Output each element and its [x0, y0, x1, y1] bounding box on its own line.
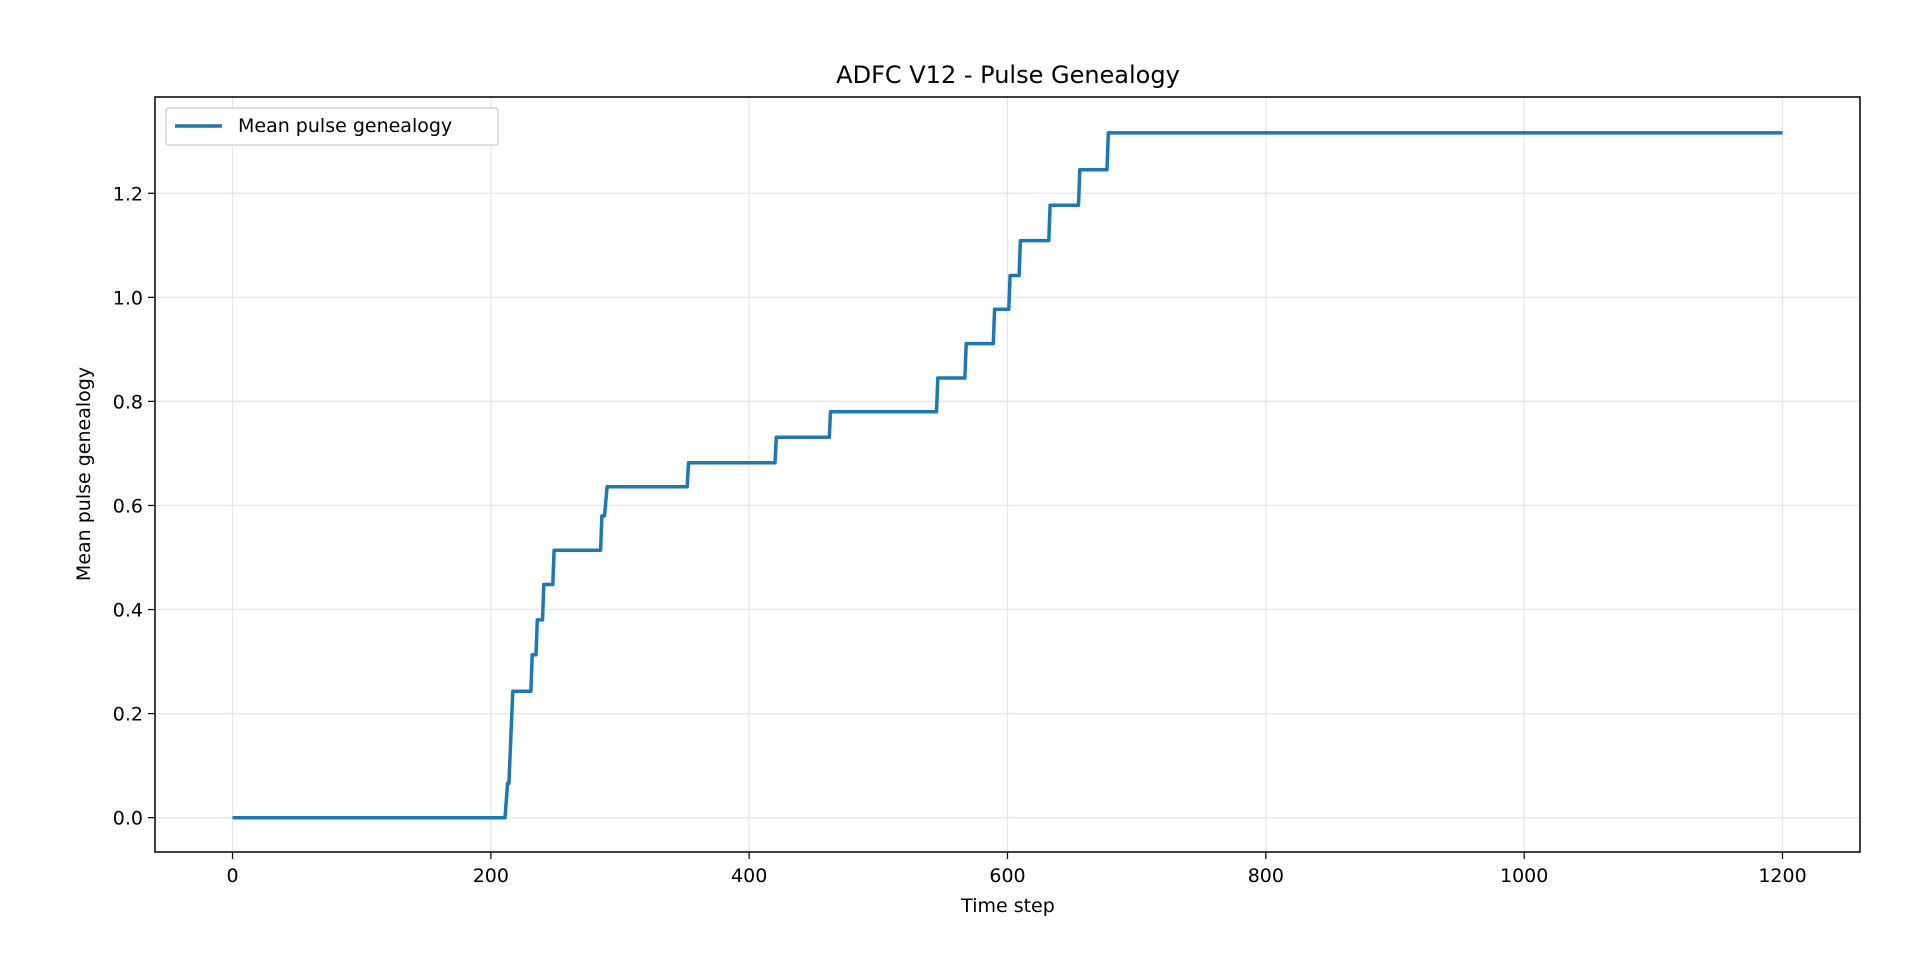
y-tick-label: 0.6	[113, 495, 143, 517]
x-axis-ticks: 0 200 400 600 800 1000 1200	[226, 852, 1807, 887]
chart-title: ADFC V12 - Pulse Genealogy	[836, 61, 1180, 89]
legend: Mean pulse genealogy	[165, 107, 499, 146]
x-tick-label: 1200	[1758, 865, 1806, 887]
y-axis-label: Mean pulse genealogy	[73, 367, 95, 581]
y-tick-label: 1.0	[113, 287, 143, 309]
y-tick-label: 0.2	[113, 704, 143, 726]
y-tick-label: 0.4	[113, 600, 143, 622]
x-tick-label: 400	[731, 865, 767, 887]
legend-frame	[165, 107, 499, 146]
series-line-mean-pulse-genealogy	[232, 131, 1783, 820]
y-tick-label: 1.2	[113, 183, 143, 205]
series-layer	[232, 131, 1783, 820]
legend-label: Mean pulse genealogy	[238, 115, 452, 137]
x-tick-label: 200	[473, 865, 509, 887]
x-axis-label: Time step	[960, 895, 1055, 917]
y-axis-ticks: 0.0 0.2 0.4 0.6 0.8 1.0 1.2	[113, 183, 155, 830]
x-tick-label: 0	[226, 865, 238, 887]
x-tick-label: 800	[1248, 865, 1284, 887]
y-tick-label: 0.8	[113, 391, 143, 413]
x-tick-label: 600	[989, 865, 1025, 887]
x-tick-label: 1000	[1500, 865, 1548, 887]
y-tick-label: 0.0	[113, 808, 143, 830]
